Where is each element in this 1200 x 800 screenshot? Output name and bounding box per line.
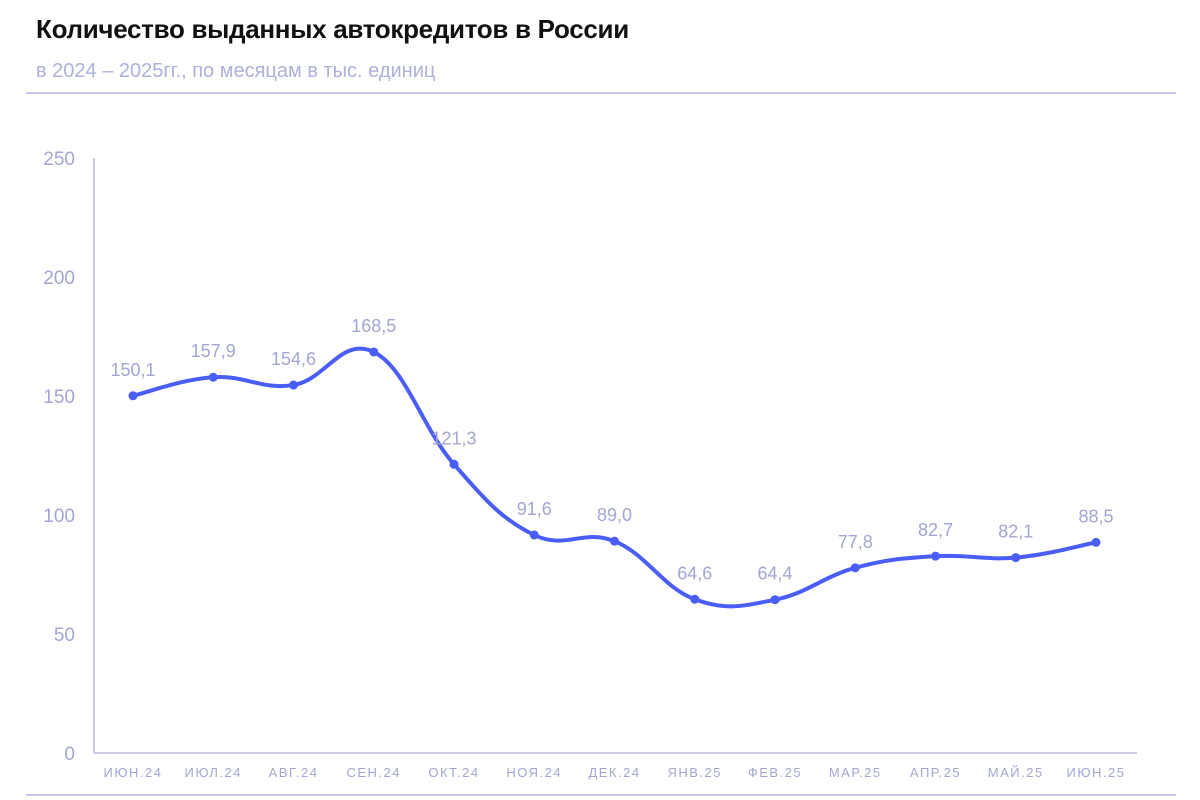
x-tick-label: НОЯ.24 [506, 765, 562, 780]
chart-title: Количество выданных автокредитов в Росси… [36, 14, 629, 44]
data-label: 154,6 [271, 349, 316, 369]
x-tick-label: ЯНВ.25 [667, 765, 722, 780]
bottom-divider [26, 794, 1176, 796]
data-label: 168,5 [351, 316, 396, 336]
chart-subtitle: в 2024 – 2025гг., по месяцам в тыс. един… [36, 60, 436, 82]
data-point [449, 459, 459, 469]
x-tick-label: СЕН.24 [346, 765, 401, 780]
data-point [529, 530, 539, 540]
data-label: 150,1 [110, 360, 155, 380]
data-label: 64,4 [757, 564, 792, 584]
data-point [208, 372, 218, 382]
x-tick-label: ФЕВ.25 [748, 765, 802, 780]
x-tick-label: АВГ.24 [269, 765, 319, 780]
x-tick-label: ИЮН.24 [104, 765, 163, 780]
data-point [289, 380, 298, 390]
data-label: 88,5 [1078, 506, 1113, 526]
data-label: 77,8 [838, 532, 873, 552]
data-point [128, 391, 138, 401]
data-label: 89,0 [597, 505, 632, 525]
data-point [931, 551, 940, 561]
series-line [131, 346, 1098, 609]
x-tick-label: МАР.25 [829, 765, 882, 780]
y-tick-label: 0 [64, 744, 75, 765]
y-tick-label: 250 [43, 149, 75, 170]
data-point [369, 347, 379, 357]
data-label: 82,1 [998, 522, 1033, 542]
x-tick-label: ОКТ.24 [428, 765, 479, 780]
data-label: 157,9 [191, 341, 236, 361]
x-tick-label: АПР.25 [910, 765, 961, 780]
y-tick-label: 50 [54, 625, 75, 646]
y-tick-label: 150 [43, 387, 75, 408]
data-point [850, 563, 860, 573]
data-point [690, 594, 700, 604]
x-tick-label: ИЮН.25 [1067, 765, 1126, 780]
data-point [610, 536, 619, 546]
data-point [770, 595, 780, 605]
x-tick-label: ИЮЛ.24 [185, 765, 243, 780]
data-label: 82,7 [918, 520, 953, 540]
data-label: 91,6 [517, 499, 552, 519]
x-tick-label: ДЕК.24 [588, 765, 640, 780]
data-point [1091, 537, 1101, 547]
x-tick-label: МАЙ.25 [988, 765, 1044, 780]
data-label: 64,6 [677, 563, 712, 583]
top-divider [26, 92, 1176, 94]
data-point [1011, 553, 1021, 563]
data-label: 121,3 [431, 428, 476, 448]
y-tick-label: 200 [43, 268, 75, 289]
y-tick-label: 100 [43, 506, 75, 527]
